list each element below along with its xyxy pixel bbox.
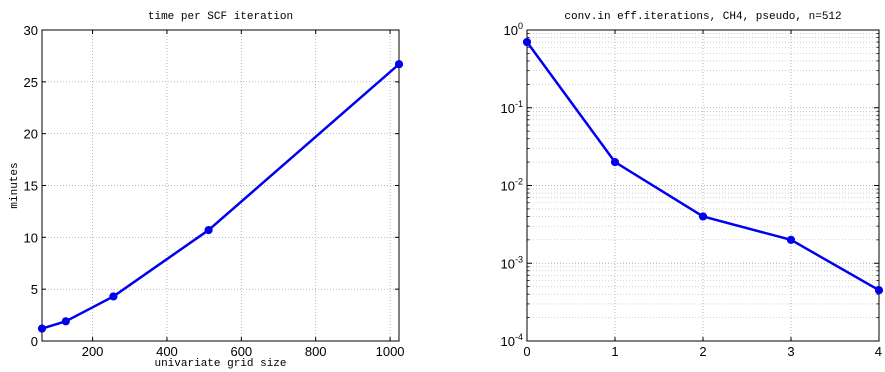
x-tick-label: 1 <box>611 344 618 359</box>
y-tick-label: 30 <box>24 23 38 38</box>
x-tick-label: 200 <box>82 344 104 359</box>
y-tick-label: 10-1 <box>501 99 523 116</box>
chart-title: conv.in eff.iterations, CH4, pseudo, n=5… <box>564 11 841 23</box>
y-tick-label: 100 <box>504 21 523 38</box>
series <box>522 37 884 295</box>
series <box>37 60 404 333</box>
x-tick-label: 3 <box>787 344 794 359</box>
x-tick-label: 0 <box>523 344 530 359</box>
ticks: 200 400 600 800 1000 0 5 10 15 20 25 30 <box>24 23 405 359</box>
data-point <box>698 212 708 221</box>
x-tick-label: 2 <box>699 344 706 359</box>
data-point <box>786 235 796 244</box>
ticks: 10-4 10-3 10-2 10-1 100 0 1 2 3 4 <box>501 21 882 359</box>
y-tick-label: 10 <box>24 230 38 245</box>
y-tick-label: 10-2 <box>501 177 523 194</box>
y-tick-label: 5 <box>31 282 38 297</box>
data-point <box>874 286 884 295</box>
chart-convergence: 10-4 10-3 10-2 10-1 100 0 1 2 3 4 conv.in eff.ite… <box>501 11 884 359</box>
data-point <box>109 292 118 301</box>
x-tick-label: 600 <box>230 344 252 359</box>
y-tick-label: 0 <box>31 334 38 349</box>
data-point <box>394 60 404 69</box>
y-tick-label: 20 <box>24 127 38 142</box>
grid <box>42 30 399 341</box>
data-point <box>610 157 620 167</box>
data-point <box>204 225 213 235</box>
y-tick-label: 10-3 <box>501 254 523 271</box>
y-axis-label: minutes <box>9 162 21 208</box>
x-tick-label: 800 <box>305 344 327 359</box>
x-tick-label: 1000 <box>376 344 405 359</box>
grid <box>527 30 879 341</box>
data-point <box>61 317 70 326</box>
y-tick-label: 10-4 <box>501 332 523 349</box>
chart-title: time per SCF iteration <box>148 11 293 23</box>
data-point <box>37 324 47 333</box>
chart-time-per-iteration: 200 400 600 800 1000 0 5 10 15 20 25 30 time per SC… <box>9 11 405 370</box>
x-axis-label: univariate grid size <box>154 358 286 370</box>
x-tick-label: 4 <box>875 344 882 359</box>
data-point <box>522 37 532 47</box>
y-tick-label: 25 <box>24 75 38 90</box>
y-tick-label: 15 <box>24 179 38 194</box>
x-tick-label: 400 <box>156 344 178 359</box>
